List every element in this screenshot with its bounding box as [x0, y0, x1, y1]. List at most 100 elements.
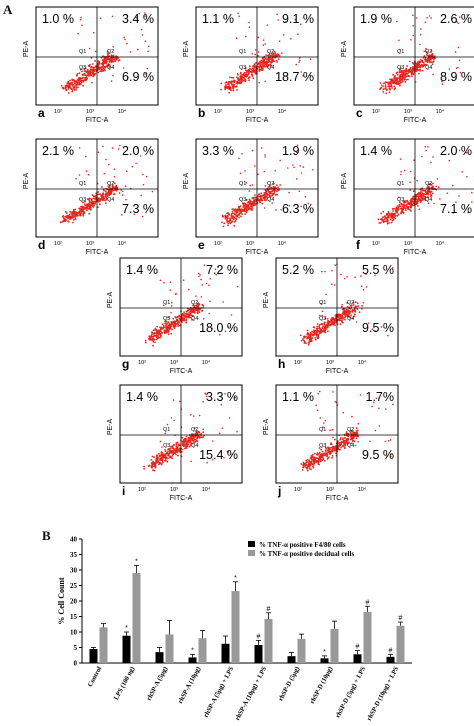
bar [264, 618, 273, 663]
event-dot [91, 203, 94, 205]
event-dot [341, 318, 343, 320]
event-dot [334, 449, 337, 452]
event-dot [160, 331, 163, 334]
scatter-points [299, 263, 394, 346]
event-dot [234, 396, 236, 399]
scatter-points [379, 14, 468, 95]
event-dot [238, 209, 240, 212]
event-dot [198, 431, 201, 434]
event-dot [78, 147, 81, 149]
event-dot [273, 50, 276, 53]
quadrant-label-q2: Q2 [267, 181, 274, 187]
event-dot [65, 212, 68, 214]
event-dot [285, 21, 287, 23]
event-dot [245, 35, 247, 38]
event-dot [318, 324, 321, 326]
event-dot [420, 195, 423, 198]
x-axis-label: FITC-A [86, 117, 109, 124]
event-dot [261, 194, 263, 197]
event-dot [111, 184, 114, 187]
event-dot [341, 305, 343, 308]
legend-label: % TNF-α positive F4/80 cells [259, 541, 346, 549]
q1-percent: 1.4 % [126, 390, 158, 404]
significance-mark: * [234, 575, 237, 582]
event-dot [244, 67, 247, 69]
event-dot [340, 443, 343, 445]
q4-percent: 9.5 % [362, 448, 394, 462]
event-dot [191, 433, 193, 435]
event-dot [257, 173, 259, 175]
event-dot [300, 339, 303, 342]
event-dot [318, 447, 321, 449]
event-dot [88, 65, 91, 68]
event-dot [97, 151, 100, 154]
event-dot [183, 447, 186, 450]
event-dot [153, 469, 156, 472]
event-dot [265, 58, 268, 61]
event-dot [329, 452, 331, 455]
event-dot [168, 329, 170, 331]
event-dot [258, 193, 261, 196]
event-dot [89, 70, 91, 73]
panel-letter: g [122, 357, 129, 371]
event-dot [97, 67, 100, 70]
event-dot [392, 73, 394, 76]
event-dot [270, 52, 273, 55]
event-dot [466, 14, 468, 16]
event-dot [162, 304, 165, 306]
event-dot [338, 314, 340, 317]
event-dot [175, 453, 177, 456]
event-dot [93, 69, 95, 72]
bar [386, 656, 395, 663]
event-dot [332, 321, 335, 323]
event-dot [375, 330, 377, 332]
event-dot [228, 88, 231, 91]
event-dot [211, 327, 213, 330]
event-dot [157, 329, 160, 332]
q4-percent: 15.4 % [199, 448, 238, 462]
event-dot [435, 185, 438, 188]
event-dot [382, 91, 385, 93]
event-dot [159, 330, 162, 332]
event-dot [274, 52, 277, 54]
event-dot [194, 440, 197, 443]
event-dot [232, 80, 235, 83]
event-dot [120, 189, 123, 191]
event-dot [409, 189, 412, 191]
event-dot [306, 469, 309, 472]
panel-letter: d [38, 238, 45, 252]
event-dot [384, 86, 387, 88]
event-dot [97, 64, 100, 67]
event-dot [224, 81, 227, 84]
event-dot [118, 192, 121, 194]
event-dot [391, 215, 394, 218]
event-dot [263, 66, 265, 68]
event-dot [276, 61, 278, 63]
event-dot [307, 341, 310, 344]
event-dot [67, 86, 70, 89]
event-dot [99, 70, 101, 72]
event-dot [310, 468, 312, 471]
panel-letter: a [38, 106, 45, 120]
y-axis-label: PE-A [341, 173, 348, 190]
event-dot [220, 88, 222, 91]
event-dot [334, 317, 336, 320]
event-dot [147, 50, 149, 52]
event-dot [154, 327, 157, 330]
event-dot [263, 192, 266, 195]
event-dot [354, 444, 357, 447]
event-dot [436, 178, 439, 180]
event-dot [169, 326, 172, 329]
event-dot [264, 43, 266, 45]
event-dot [346, 315, 349, 318]
event-dot [431, 57, 434, 60]
event-dot [239, 75, 242, 77]
event-dot [171, 323, 174, 326]
event-dot [91, 204, 94, 207]
event-dot [244, 213, 246, 215]
q4-percent: 6.9 % [122, 70, 154, 84]
plot-frame [353, 6, 474, 106]
event-dot [426, 63, 428, 66]
